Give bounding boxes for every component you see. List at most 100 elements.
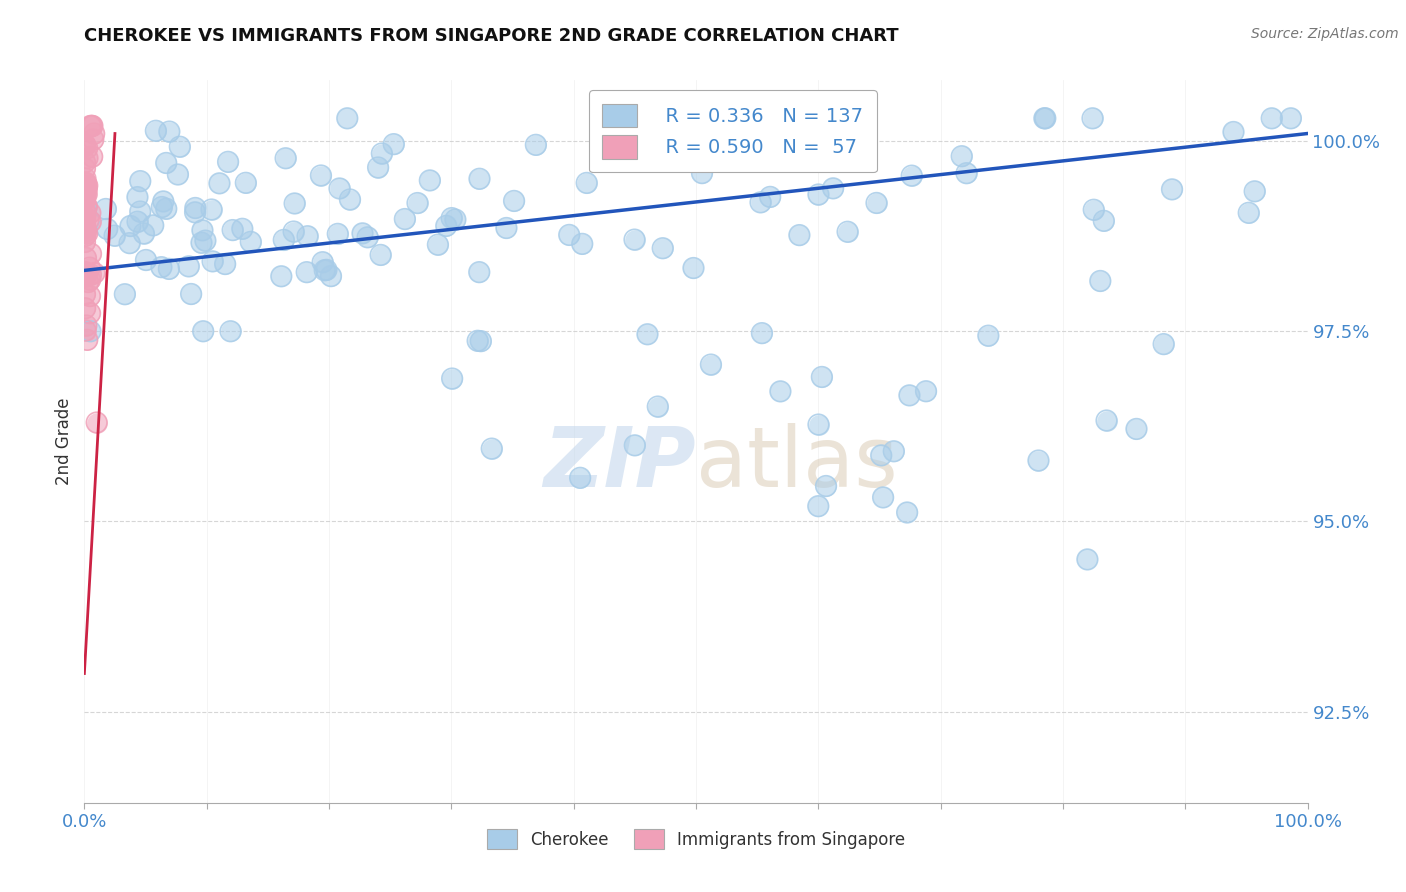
Point: [955, 166, 977, 180]
Point: [73, 217, 96, 231]
Point: [1095, 413, 1118, 427]
Point: [870, 449, 893, 463]
Point: [569, 471, 592, 485]
Point: [77, 212, 100, 227]
Point: [73, 193, 96, 207]
Point: [73, 266, 96, 280]
Point: [184, 205, 207, 219]
Point: [82, 119, 104, 133]
Point: [73, 268, 96, 283]
Point: [73, 191, 96, 205]
Point: [637, 327, 659, 342]
Point: [1279, 112, 1302, 126]
Point: [319, 269, 342, 284]
Point: [1243, 184, 1265, 198]
Point: [75, 206, 97, 220]
Point: [76, 178, 98, 193]
Point: [273, 233, 295, 247]
Text: CHEROKEE VS IMMIGRANTS FROM SINGAPORE 2ND GRADE CORRELATION CHART: CHEROKEE VS IMMIGRANTS FROM SINGAPORE 2N…: [84, 27, 898, 45]
Point: [1153, 337, 1175, 351]
Point: [1161, 182, 1184, 196]
Point: [1261, 112, 1284, 126]
Point: [1153, 337, 1175, 351]
Point: [807, 499, 830, 513]
Point: [495, 221, 517, 235]
Point: [977, 328, 1000, 343]
Point: [79, 119, 101, 133]
Point: [73, 217, 96, 231]
Point: [467, 334, 489, 348]
Point: [1028, 453, 1050, 467]
Point: [152, 194, 174, 209]
Point: [79, 289, 101, 303]
Point: [83, 266, 105, 280]
Point: [167, 168, 190, 182]
Point: [73, 184, 96, 198]
Point: [1033, 112, 1056, 126]
Point: [481, 442, 503, 456]
Point: [690, 166, 713, 180]
Point: [837, 225, 859, 239]
Point: [900, 169, 922, 183]
Point: [76, 333, 98, 347]
Point: [872, 491, 894, 505]
Point: [270, 269, 292, 284]
Point: [194, 234, 217, 248]
Point: [135, 252, 157, 267]
Point: [394, 212, 416, 227]
Point: [79, 214, 101, 228]
Point: [73, 211, 96, 225]
Point: [382, 137, 405, 152]
Point: [807, 187, 830, 202]
Point: [315, 263, 337, 277]
Point: [1090, 274, 1112, 288]
Point: [114, 287, 136, 301]
Point: [444, 212, 467, 227]
Point: [120, 219, 142, 233]
Point: [76, 178, 98, 193]
Point: [86, 416, 108, 430]
Point: [79, 206, 101, 220]
Point: [1222, 125, 1244, 139]
Point: [145, 124, 167, 138]
Point: [815, 479, 838, 493]
Point: [73, 138, 96, 153]
Point: [865, 196, 887, 211]
Point: [274, 151, 297, 165]
Point: [79, 272, 101, 286]
Point: [273, 233, 295, 247]
Point: [297, 229, 319, 244]
Point: [1033, 112, 1056, 126]
Point: [737, 140, 759, 154]
Point: [824, 128, 846, 143]
Point: [352, 227, 374, 241]
Point: [759, 190, 782, 204]
Point: [75, 171, 97, 186]
Point: [155, 156, 177, 170]
Point: [441, 371, 464, 385]
Point: [769, 384, 792, 399]
Point: [200, 202, 222, 217]
Point: [1125, 422, 1147, 436]
Point: [75, 324, 97, 338]
Point: [311, 255, 333, 269]
Point: [231, 222, 253, 236]
Point: [155, 202, 177, 216]
Point: [80, 268, 103, 282]
Point: [194, 234, 217, 248]
Point: [270, 269, 292, 284]
Point: [73, 161, 96, 176]
Point: [470, 334, 492, 348]
Point: [75, 301, 97, 316]
Point: [76, 141, 98, 155]
Point: [575, 176, 598, 190]
Point: [80, 268, 103, 282]
Point: [152, 194, 174, 209]
Point: [75, 251, 97, 265]
Point: [142, 219, 165, 233]
Point: [79, 324, 101, 338]
Point: [208, 177, 231, 191]
Point: [157, 261, 180, 276]
Point: [129, 174, 152, 188]
Point: [309, 169, 332, 183]
